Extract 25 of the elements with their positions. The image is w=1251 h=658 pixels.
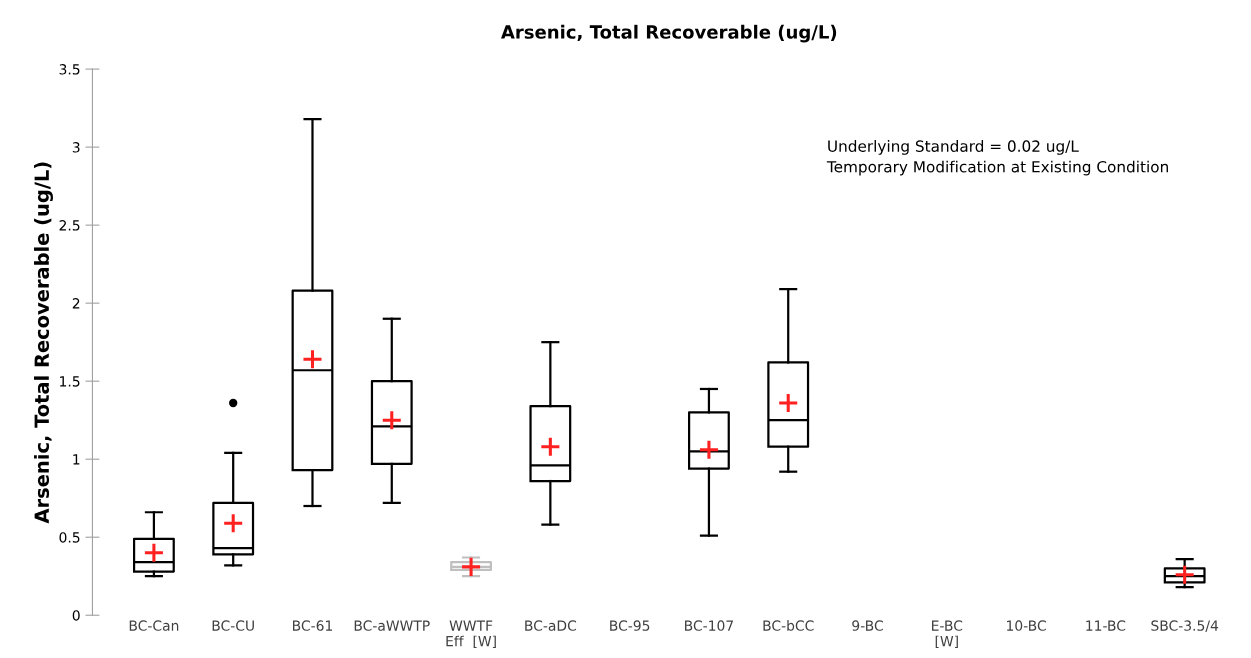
x-tick-label: BC-95	[610, 620, 650, 631]
y-tick-label: 2	[72, 298, 80, 309]
x-tick-label: BC-aWWTP	[354, 620, 430, 631]
y-tick-label: 3.5	[59, 64, 80, 75]
y-tick-label: 0.5	[59, 532, 80, 543]
y-tick-label: 3	[72, 142, 80, 153]
x-tick-label: BC-bCC	[763, 620, 814, 631]
x-tick-label: WWTF Eff [W]	[446, 620, 496, 649]
x-tick-label: BC-CU	[212, 620, 254, 631]
y-tick-label: 1.5	[60, 376, 80, 387]
x-tick-label: 11-BC	[1086, 620, 1126, 631]
x-tick-label: 10-BC	[1007, 620, 1046, 631]
y-tick-label: 1	[73, 454, 80, 465]
x-tick-label: BC-107	[685, 620, 733, 631]
x-tick-label: 9-BC	[852, 620, 883, 631]
x-tick-label: SBC-3.5/4	[1151, 620, 1219, 632]
chart-title: Arsenic, Total Recoverable (ug/L)	[500, 24, 837, 43]
x-tick-label: BC-Can	[129, 620, 179, 631]
x-tick-label: BC-61	[293, 620, 333, 631]
x-tick-label: E-BC [W]	[932, 620, 963, 649]
y-axis-title: Arsenic, Total Recoverable (ug/L)	[34, 162, 53, 524]
y-tick-label: 0	[72, 610, 80, 621]
annotation: Underlying Standard = 0.02 ug/L Temporary Modification at Existing Condition	[826, 140, 1168, 176]
y-tick-label: 2.5	[59, 220, 80, 231]
x-tick-label: BC-aDC	[525, 620, 577, 631]
